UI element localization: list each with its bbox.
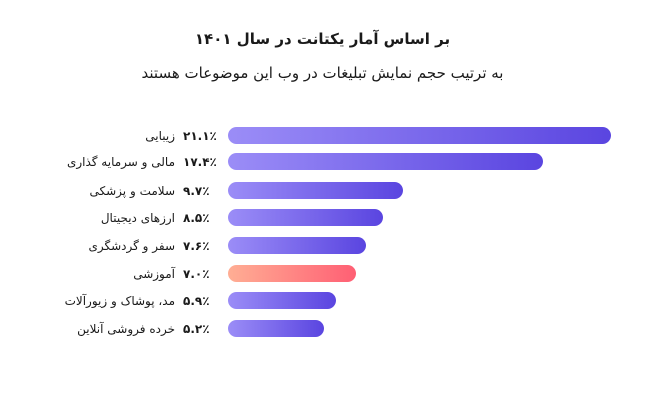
value-label: ۵.۲٪ — [183, 322, 210, 336]
chart-row: ارزهای دیجیتال ۸.۵٪ — [0, 209, 645, 227]
chart-subtitle: به ترتیب حجم نمایش تبلیغات در وب این موض… — [141, 64, 504, 82]
value-label: ۲۱.۱٪ — [183, 129, 217, 143]
chart-row: سلامت و پزشکی ۹.۷٪ — [0, 182, 645, 200]
bar — [228, 182, 403, 199]
bar — [228, 153, 543, 170]
chart-row: مالی و سرمایه گذاری ۱۷.۴٪ — [0, 153, 645, 171]
category-label: آموزشی — [133, 267, 175, 281]
value-label: ۷.۶٪ — [183, 239, 210, 253]
category-label: ارزهای دیجیتال — [100, 211, 175, 225]
category-label: خرده فروشی آنلاین — [77, 322, 175, 336]
chart-title: بر اساس آمار یکتانت در سال ۱۴۰۱ — [194, 30, 451, 48]
value-label: ۹.۷٪ — [183, 184, 210, 198]
bar — [228, 292, 336, 309]
category-label: زیبایی — [145, 129, 175, 143]
category-label: مالی و سرمایه گذاری — [66, 155, 175, 169]
value-label: ۸.۵٪ — [183, 211, 210, 225]
bar — [228, 209, 383, 226]
chart-row: زیبایی ۲۱.۱٪ — [0, 127, 645, 145]
value-label: ۷.۰٪ — [183, 267, 210, 281]
bar — [228, 265, 356, 282]
bar — [228, 237, 366, 254]
value-label: ۱۷.۴٪ — [183, 155, 217, 169]
value-label: ۵.۹٪ — [183, 294, 210, 308]
category-label: سلامت و پزشکی — [89, 184, 176, 198]
bar — [228, 320, 324, 337]
bar — [228, 127, 611, 144]
category-label: مد، پوشاک و زیورآلات — [64, 294, 175, 308]
chart-row: مد، پوشاک و زیورآلات ۵.۹٪ — [0, 292, 645, 310]
chart-row: خرده فروشی آنلاین ۵.۲٪ — [0, 320, 645, 338]
chart-row: آموزشی ۷.۰٪ — [0, 265, 645, 283]
chart-row: سفر و گردشگری ۷.۶٪ — [0, 237, 645, 255]
category-label: سفر و گردشگری — [88, 239, 175, 253]
